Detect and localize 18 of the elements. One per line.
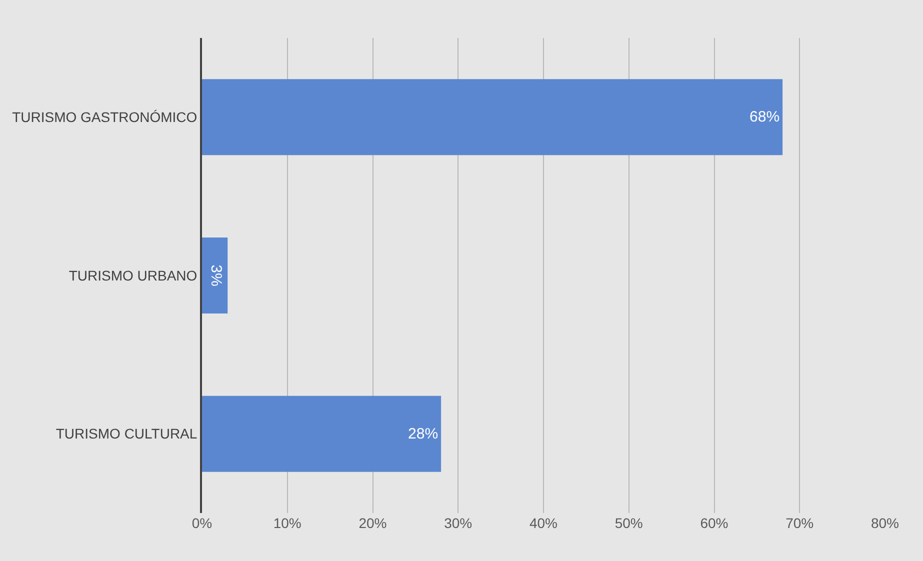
x-tick-label: 60%	[700, 515, 728, 531]
x-tick-label: 30%	[444, 515, 472, 531]
x-tick-label: 0%	[192, 515, 212, 531]
data-label: 68%	[750, 108, 780, 126]
bar	[202, 238, 228, 314]
data-label: 28%	[408, 425, 438, 442]
x-tick-label: 40%	[529, 515, 558, 531]
x-tick-label: 10%	[273, 515, 302, 531]
bar	[202, 396, 442, 472]
x-tick-label: 80%	[870, 515, 900, 531]
y-tick-label: TURISMO URBANO	[68, 267, 198, 284]
y-tick-label: TURISMO GASTRONÓMICO	[12, 109, 198, 126]
bar	[202, 79, 783, 156]
y-tick-label: TURISMO CULTURAL	[56, 426, 198, 442]
data-label: 3%	[208, 264, 225, 286]
x-tick-label: 70%	[786, 515, 814, 531]
x-tick-label: 50%	[614, 515, 643, 531]
x-tick-label: 20%	[358, 515, 387, 531]
